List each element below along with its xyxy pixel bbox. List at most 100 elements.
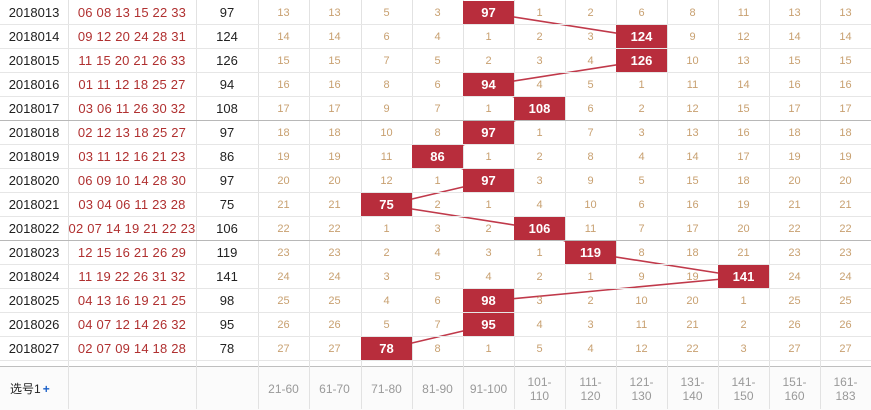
miss-count-cell: 22 — [788, 223, 801, 235]
miss-count-cell: 17 — [277, 103, 290, 115]
miss-count-cell: 3 — [485, 247, 492, 259]
hit-cell: 98 — [463, 289, 514, 312]
miss-count-cell: 19 — [277, 151, 290, 163]
table-row: 2018013 06 08 13 15 22 33 97 13 13 5 3 97 1 2 6 8 11… — [0, 1, 871, 25]
miss-count-cell: 20 — [277, 175, 290, 187]
miss-count-cell: 4 — [485, 271, 492, 283]
table-row: 2018027 02 07 09 14 18 28 78 27 27 78 8 1 5 4 12 22… — [0, 337, 871, 361]
miss-count-cell: 25 — [788, 295, 801, 307]
sum-value: 97 — [219, 125, 235, 140]
miss-count-cell: 2 — [383, 247, 390, 259]
hit-cell: 124 — [616, 25, 667, 48]
range-label: 101- 110 — [527, 374, 552, 403]
hit-cell: 108 — [514, 97, 565, 120]
sum-value: 78 — [219, 341, 235, 356]
row-divider — [0, 264, 871, 265]
row-divider — [0, 168, 871, 169]
miss-count-cell: 15 — [839, 55, 852, 67]
miss-count-cell: 15 — [737, 103, 750, 115]
miss-count-cell: 12 — [737, 31, 750, 43]
miss-count-cell: 13 — [788, 7, 801, 19]
miss-count-cell: 9 — [587, 175, 594, 187]
range-label: 61-70 — [319, 381, 350, 396]
miss-count-cell: 1 — [638, 79, 645, 91]
sum-value: 141 — [216, 269, 238, 284]
miss-count-cell: 16 — [788, 79, 801, 91]
add-plus-icon[interactable]: + — [42, 382, 50, 396]
miss-count-cell: 8 — [383, 79, 390, 91]
draw-numbers: 04 13 16 19 21 25 — [77, 293, 187, 308]
miss-count-cell: 3 — [536, 55, 543, 67]
miss-count-cell: 11 — [380, 151, 393, 163]
miss-count-cell: 1 — [383, 223, 390, 235]
miss-count-cell: 4 — [383, 295, 390, 307]
miss-count-cell: 17 — [788, 103, 801, 115]
miss-count-cell: 2 — [536, 151, 543, 163]
row-divider — [0, 144, 871, 145]
table-row: 2018017 03 06 11 26 30 32 108 17 17 9 7 1 108 6 2 1… — [0, 97, 871, 121]
miss-count-cell: 5 — [383, 319, 390, 331]
miss-count-cell: 3 — [536, 175, 543, 187]
range-label: 121- 130 — [629, 374, 654, 403]
draw-numbers: 12 15 16 21 26 29 — [77, 245, 187, 260]
miss-count-cell: 2 — [485, 223, 492, 235]
miss-count-cell: 17 — [328, 103, 341, 115]
miss-count-cell: 3 — [587, 31, 594, 43]
miss-count-cell: 10 — [380, 127, 393, 139]
miss-count-cell: 9 — [638, 271, 645, 283]
sum-value: 98 — [219, 293, 235, 308]
issue-number: 2018019 — [8, 149, 60, 164]
table-footer: 选号1 + 21-60 61-70 71-80 81-90 91-100 101- 110 1… — [0, 366, 871, 410]
miss-count-cell: 16 — [737, 127, 750, 139]
miss-count-cell: 27 — [788, 343, 801, 355]
miss-count-cell: 2 — [638, 103, 645, 115]
miss-count-cell: 16 — [839, 79, 852, 91]
group-divider — [0, 120, 871, 121]
miss-count-cell: 24 — [788, 271, 801, 283]
table-row: 2018015 11 15 20 21 26 33 126 15 15 7 5 2 3 4 126 1… — [0, 49, 871, 73]
miss-count-cell: 7 — [587, 127, 594, 139]
miss-count-cell: 4 — [536, 199, 543, 211]
hit-cell: 126 — [616, 49, 667, 72]
hit-cell: 78 — [361, 337, 412, 360]
miss-count-cell: 16 — [277, 79, 290, 91]
range-label: 81-90 — [422, 381, 453, 396]
miss-count-cell: 14 — [788, 31, 801, 43]
miss-count-cell: 21 — [277, 199, 290, 211]
range-label: 141- 150 — [731, 374, 756, 403]
miss-count-cell: 14 — [686, 151, 699, 163]
miss-count-cell: 21 — [737, 247, 750, 259]
sum-value: 126 — [216, 53, 238, 68]
select-number-control[interactable]: 选号1 + — [10, 380, 50, 397]
row-divider — [0, 312, 871, 313]
miss-count-cell: 1 — [536, 247, 543, 259]
miss-count-cell: 21 — [839, 199, 852, 211]
miss-count-cell: 18 — [737, 175, 750, 187]
table-row: 2018014 09 12 20 24 28 31 124 14 14 6 4 1 2 3 124 9… — [0, 25, 871, 49]
miss-count-cell: 5 — [434, 271, 441, 283]
miss-count-cell: 5 — [536, 343, 543, 355]
sum-value: 119 — [216, 245, 238, 260]
miss-count-cell: 13 — [686, 127, 699, 139]
miss-count-cell: 7 — [434, 319, 441, 331]
miss-count-cell: 19 — [686, 271, 699, 283]
miss-count-cell: 13 — [328, 7, 341, 19]
miss-count-cell: 6 — [638, 7, 645, 19]
issue-number: 2018022 — [8, 221, 60, 236]
miss-count-cell: 20 — [788, 175, 801, 187]
issue-number: 2018023 — [8, 245, 60, 260]
table-row: 2018020 06 09 10 14 28 30 97 20 20 12 1 97 3 9 5 15… — [0, 169, 871, 193]
draw-numbers: 09 12 20 24 28 31 — [77, 29, 187, 44]
miss-count-cell: 3 — [536, 295, 543, 307]
draw-numbers: 03 04 06 11 23 28 — [78, 197, 186, 212]
miss-count-cell: 27 — [277, 343, 290, 355]
miss-count-cell: 18 — [839, 127, 852, 139]
column-divider — [820, 0, 821, 409]
miss-count-cell: 19 — [788, 151, 801, 163]
miss-count-cell: 18 — [686, 247, 699, 259]
hit-cell: 119 — [565, 241, 616, 264]
miss-count-cell: 9 — [689, 31, 696, 43]
hit-cell: 97 — [463, 1, 514, 24]
draw-numbers: 06 09 10 14 28 30 — [77, 173, 187, 188]
miss-count-cell: 8 — [638, 247, 645, 259]
